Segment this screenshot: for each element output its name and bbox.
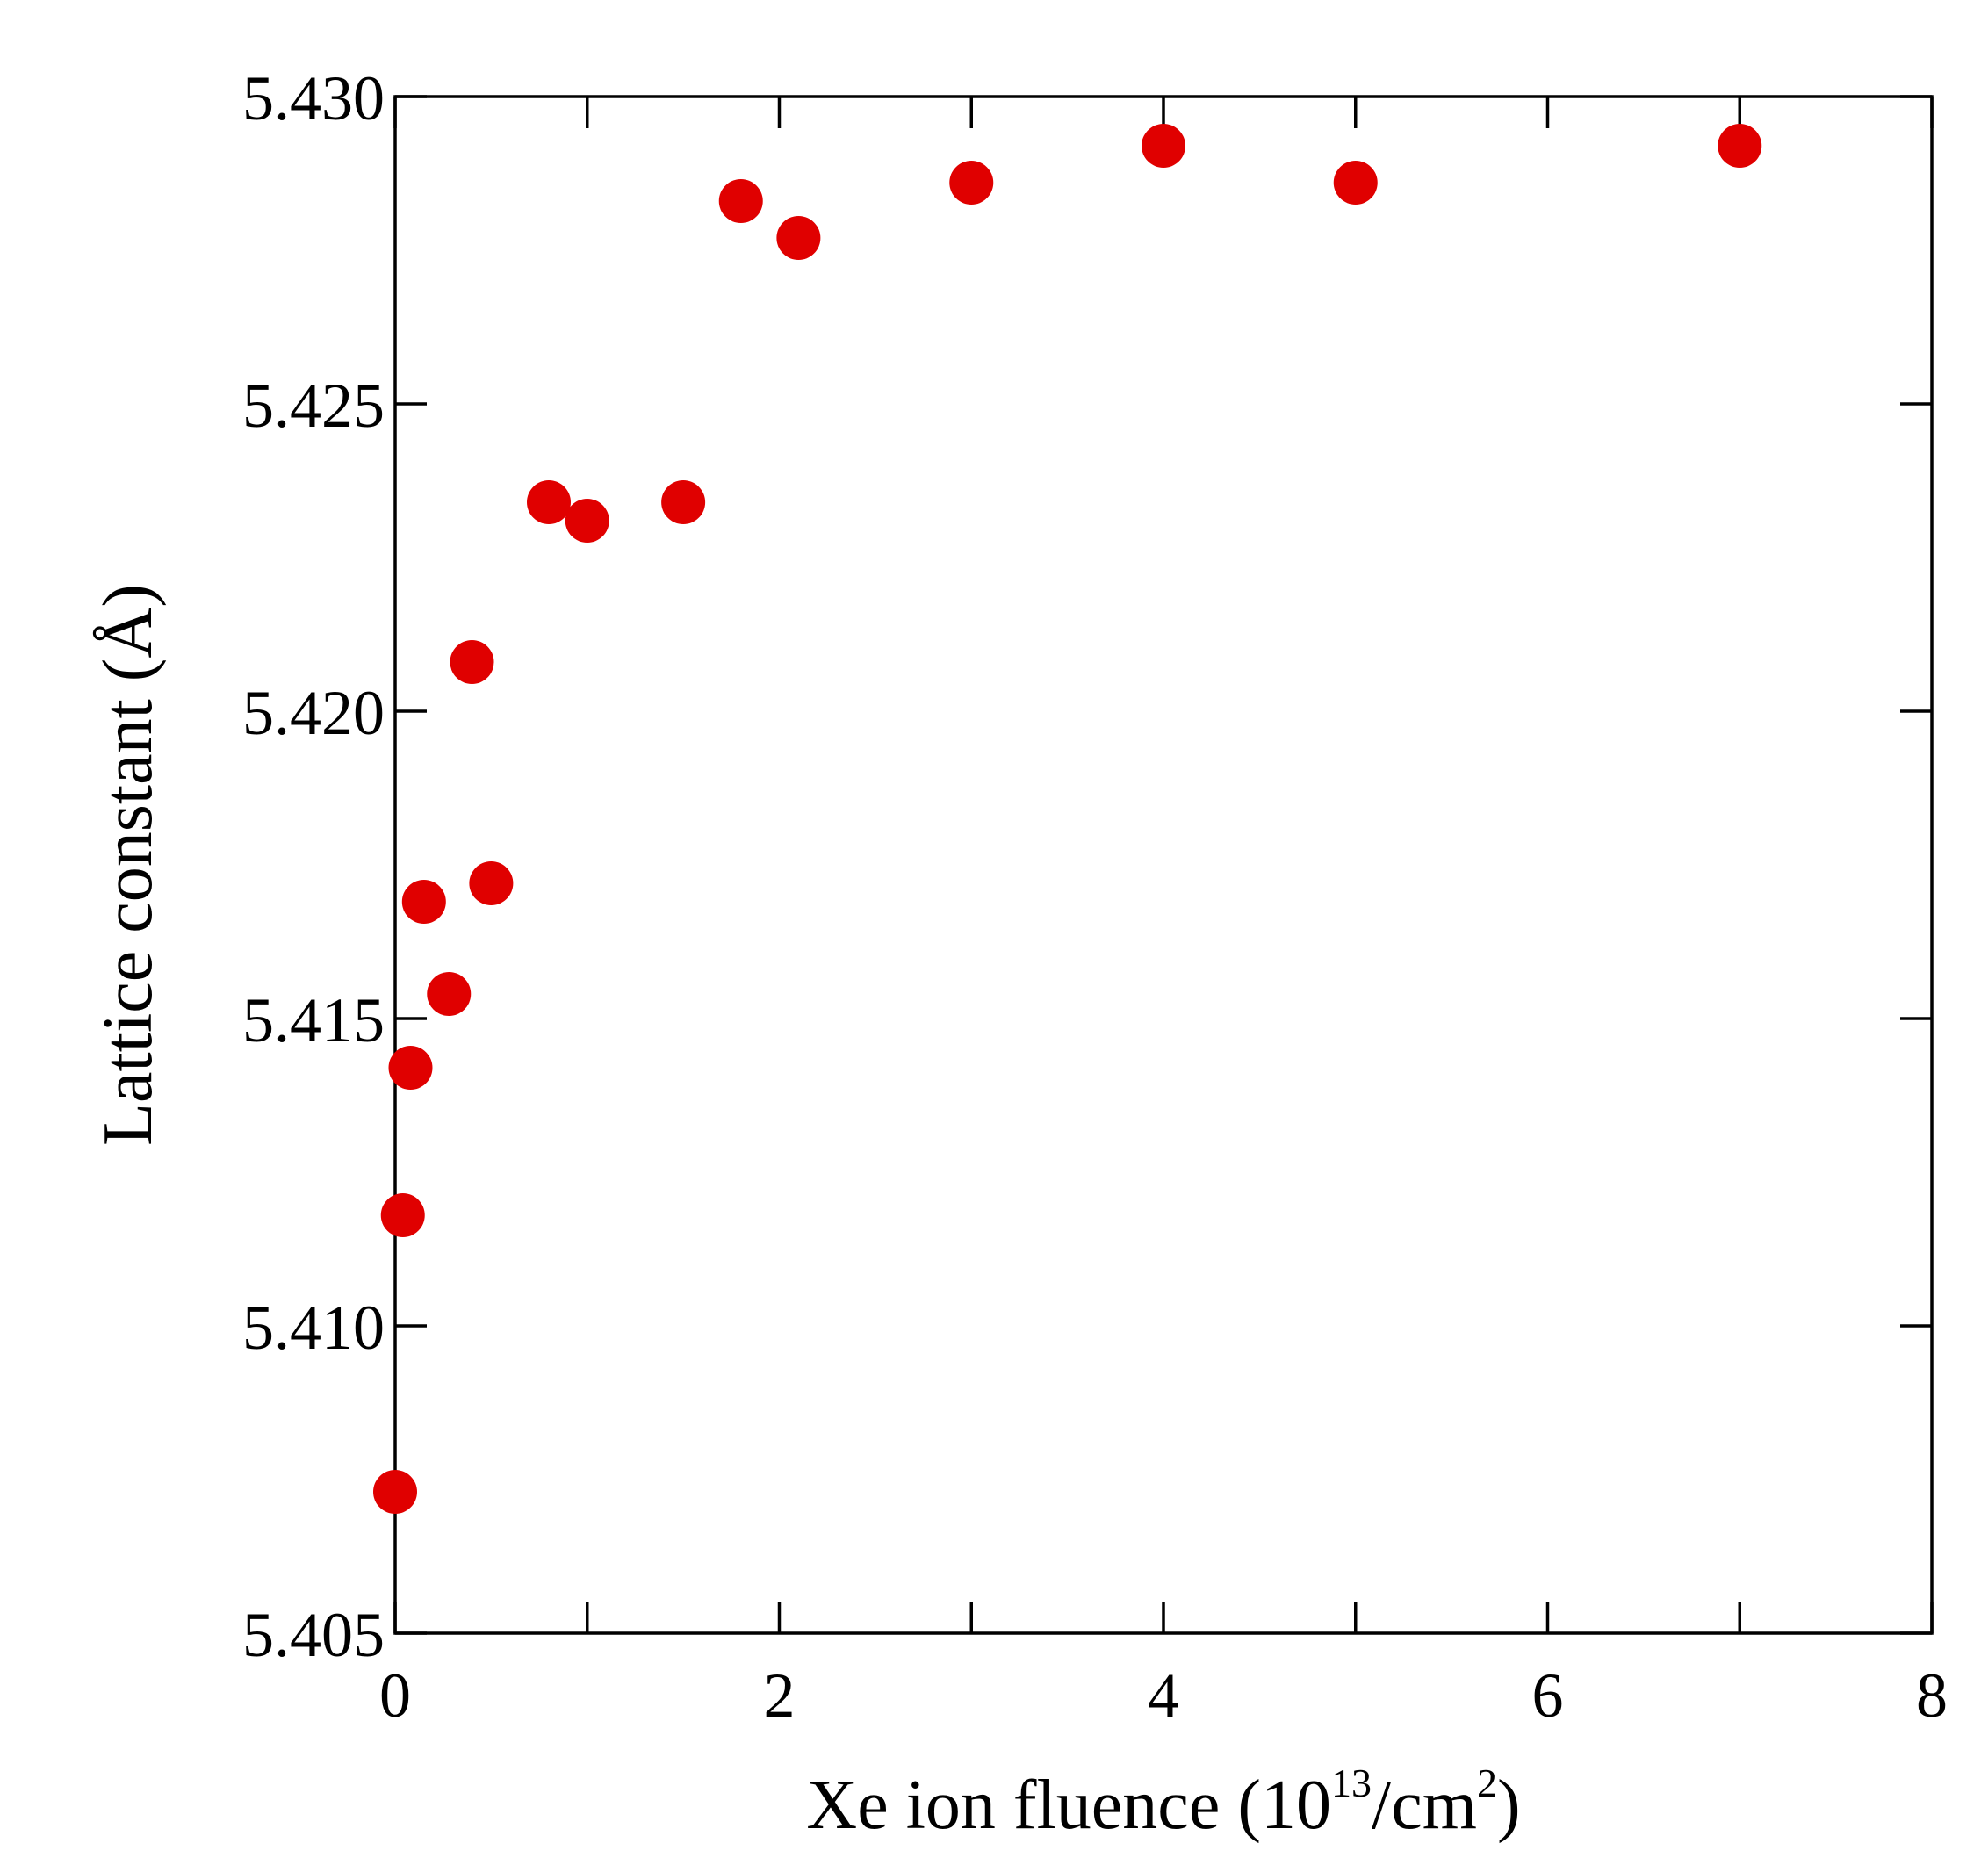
data-point: [450, 640, 494, 684]
y-tick-label: 5.415: [242, 985, 385, 1055]
x-tick-label: 4: [1148, 1660, 1179, 1731]
data-point: [388, 1046, 433, 1090]
data-point: [718, 179, 763, 223]
data-point: [469, 861, 514, 905]
data-point: [949, 161, 994, 205]
x-tick-label: 8: [1916, 1660, 1948, 1731]
y-tick-label: 5.405: [242, 1600, 385, 1670]
data-point: [661, 480, 706, 524]
data-point: [1333, 161, 1378, 205]
y-axis-title: Lattice constant (Å): [90, 584, 167, 1146]
x-tick-label: 0: [379, 1660, 411, 1731]
data-point: [1142, 124, 1185, 168]
axis-ticks: [393, 95, 1934, 1635]
x-axis-title: Xe ion fluence (1013/cm2): [806, 1761, 1520, 1844]
data-point: [1718, 124, 1762, 168]
data-points: [373, 124, 1762, 1514]
x-tick-labels: 0 2 4 6 8: [379, 1660, 1948, 1731]
data-point: [380, 1193, 425, 1237]
data-point: [427, 972, 472, 1016]
data-point: [776, 216, 821, 260]
y-tick-label: 5.425: [242, 371, 385, 441]
plot-frame: [393, 95, 1934, 1635]
y-tick-labels: 5.405 5.410 5.415 5.420 5.425 5.430: [242, 63, 385, 1670]
data-point: [565, 499, 609, 543]
data-point: [373, 1470, 417, 1514]
x-tick-label: 2: [764, 1660, 796, 1731]
data-point: [401, 880, 446, 924]
x-tick-label: 6: [1532, 1660, 1564, 1731]
y-tick-label: 5.420: [242, 678, 385, 748]
y-tick-label: 5.410: [242, 1293, 385, 1363]
y-tick-label: 5.430: [242, 63, 385, 133]
data-point: [527, 480, 571, 524]
